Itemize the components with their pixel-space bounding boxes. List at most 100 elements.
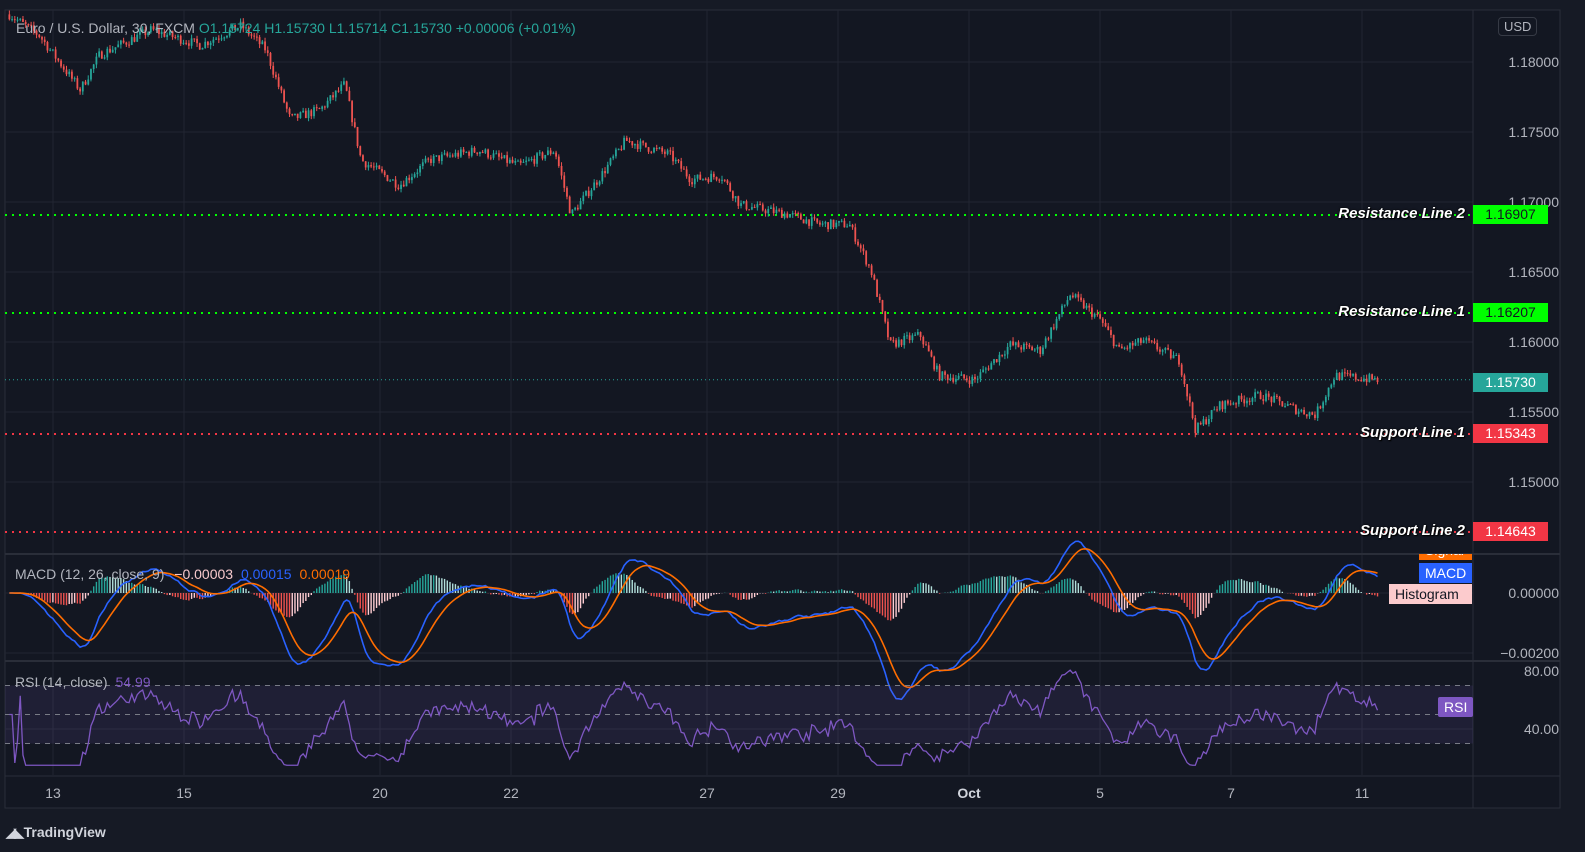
candle-body	[1349, 373, 1352, 376]
candle-body	[819, 222, 821, 225]
candle-body	[234, 24, 237, 31]
candle-body	[283, 90, 285, 103]
candle-body	[799, 214, 802, 220]
candle-body	[43, 39, 46, 42]
candle-body	[1161, 350, 1164, 352]
candle-body	[789, 214, 791, 218]
candle-body	[715, 176, 718, 180]
candle-body	[658, 147, 661, 149]
candle-body	[805, 219, 808, 224]
open-value: O1.15724	[198, 20, 261, 36]
candle-body	[1164, 348, 1167, 351]
candle-body	[111, 49, 114, 53]
candle-body	[272, 65, 275, 75]
candle-body	[838, 220, 840, 223]
candle-body	[473, 147, 476, 153]
candle-body	[1343, 372, 1346, 374]
candle-body	[1278, 397, 1281, 402]
candle-body	[1047, 338, 1050, 340]
candle-body	[824, 222, 827, 224]
candle-body	[1267, 393, 1270, 397]
candle-body	[253, 35, 256, 37]
candle-body	[1129, 343, 1131, 349]
candle-body	[647, 147, 650, 152]
candle-body	[226, 35, 228, 38]
candle-body	[231, 24, 234, 30]
candle-body	[718, 179, 721, 181]
candle-body	[1251, 398, 1254, 402]
candle-body	[767, 208, 770, 214]
macd-legend: MACD (12, 26, close, 9) −0.00003 0.00015…	[15, 566, 350, 582]
price-axis-label: 1.17500	[1508, 124, 1559, 140]
candle-body	[620, 148, 623, 150]
rsi-tag: RSI	[1438, 697, 1474, 717]
candle-body	[696, 174, 699, 179]
candle-body	[95, 56, 98, 65]
candle-body	[508, 159, 511, 163]
candle-body	[1324, 396, 1327, 403]
candle-body	[1207, 418, 1210, 425]
candle-body	[1042, 347, 1044, 354]
candle-body	[38, 34, 41, 37]
candle-body	[541, 152, 544, 159]
tradingview-logo[interactable]: ◢◣ TradingView	[6, 824, 106, 841]
candle-body	[457, 152, 460, 157]
rsi-title[interactable]: RSI (14, close)	[15, 674, 108, 690]
candle-body	[468, 151, 470, 156]
candle-body	[623, 137, 625, 150]
candle-body	[772, 207, 775, 214]
candle-body	[84, 81, 87, 85]
candle-body	[1197, 422, 1199, 434]
candle-body	[870, 265, 873, 276]
candle-body	[506, 155, 509, 163]
candle-body	[606, 164, 609, 174]
price-axis-label: 1.15500	[1508, 404, 1559, 420]
candle-body	[530, 158, 533, 160]
macd-title[interactable]: MACD (12, 26, close, 9)	[15, 566, 165, 582]
candle-body	[30, 24, 33, 26]
candle-body	[1066, 300, 1069, 305]
candle-body	[851, 224, 854, 228]
candle-body	[650, 151, 653, 153]
tradingview-logo-icon: ◢◣	[6, 825, 24, 840]
candle-body	[1088, 305, 1091, 308]
candle-body	[375, 165, 378, 168]
candle-body	[163, 31, 166, 37]
candle-body	[688, 176, 691, 183]
candle-body	[470, 147, 473, 156]
candle-body	[405, 177, 408, 187]
candle-body	[19, 18, 22, 20]
level-label: Support Line 1	[1360, 423, 1465, 441]
candle-body	[1330, 384, 1333, 388]
candle-body	[666, 150, 669, 154]
candle-body	[258, 37, 261, 45]
macd-axis-zero: 0.00000	[1508, 585, 1559, 601]
candle-body	[1205, 419, 1208, 425]
candle-body	[639, 141, 642, 149]
candle-body	[563, 175, 566, 188]
candle-body	[1327, 387, 1330, 397]
candle-body	[511, 159, 514, 163]
time-axis-label: 7	[1227, 785, 1235, 801]
candle-body	[438, 155, 441, 162]
symbol-title[interactable]: Euro / U.S. Dollar, 30, FXCM	[16, 20, 195, 36]
candle-body	[672, 150, 674, 162]
candle-body	[797, 213, 800, 215]
candle-body	[1360, 379, 1363, 382]
candle-body	[215, 38, 217, 40]
candle-body	[321, 106, 324, 109]
currency-button[interactable]: USD	[1498, 17, 1538, 36]
candle-body	[236, 28, 239, 31]
candle-body	[51, 49, 54, 51]
candle-body	[949, 377, 952, 380]
candle-body	[353, 122, 356, 128]
candle-body	[590, 190, 593, 197]
candle-body	[196, 38, 198, 44]
candle-body	[193, 38, 196, 40]
candle-body	[103, 57, 106, 59]
candle-body	[11, 19, 13, 21]
candle-body	[383, 171, 386, 176]
candle-body	[775, 209, 778, 214]
candle-body	[862, 248, 865, 252]
